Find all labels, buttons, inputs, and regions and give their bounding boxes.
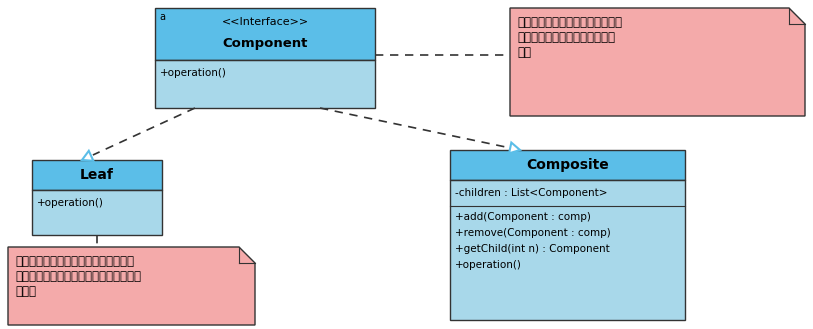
Text: Composite: Composite — [526, 158, 609, 172]
Text: 安全模式，抄象构件不声明管理方
法，而是将管理方法教给树枝节
点。: 安全模式，抄象构件不声明管理方 法，而是将管理方法教给树枝节 点。 — [517, 16, 622, 59]
Bar — [32, 160, 162, 190]
Bar — [155, 8, 375, 60]
Polygon shape — [82, 151, 93, 161]
Polygon shape — [509, 142, 520, 153]
Bar — [32, 190, 162, 235]
Text: 安全模式，叶节点不需要空实现管理方
法，但是客户端需要判断是叶节点还是树
枝节点: 安全模式，叶节点不需要空实现管理方 法，但是客户端需要判断是叶节点还是树 枝节点 — [15, 255, 141, 298]
Text: +operation(): +operation() — [37, 198, 104, 208]
Text: Leaf: Leaf — [80, 168, 114, 182]
Bar — [450, 150, 685, 180]
Bar — [450, 180, 685, 320]
Text: <<Interface>>: <<Interface>> — [221, 17, 309, 27]
Bar — [155, 60, 375, 108]
Polygon shape — [8, 247, 255, 325]
Text: -children : List<Component>: -children : List<Component> — [455, 188, 607, 198]
Text: +operation(): +operation() — [455, 260, 522, 270]
Text: +remove(Component : comp): +remove(Component : comp) — [455, 228, 611, 238]
Text: +getChild(int n) : Component: +getChild(int n) : Component — [455, 244, 610, 254]
Text: +operation(): +operation() — [160, 68, 227, 78]
Polygon shape — [510, 8, 805, 116]
Text: a: a — [159, 12, 165, 22]
Text: Component: Component — [222, 38, 307, 50]
Text: +add(Component : comp): +add(Component : comp) — [455, 212, 591, 222]
